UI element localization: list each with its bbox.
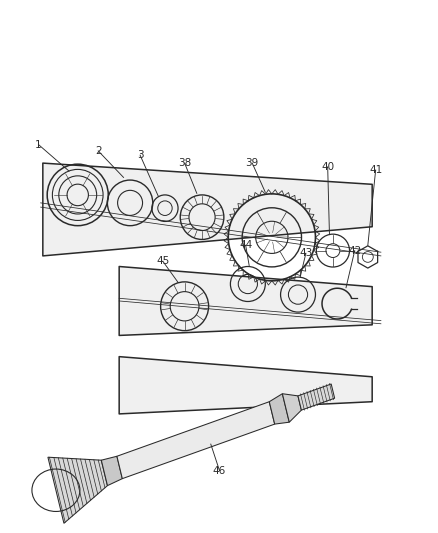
Text: 3: 3 [137,150,143,160]
Text: 39: 39 [245,158,258,168]
Polygon shape [297,384,334,410]
Text: 43: 43 [299,248,312,259]
Polygon shape [101,456,122,486]
Polygon shape [117,402,274,479]
Polygon shape [268,394,289,424]
Polygon shape [119,266,371,335]
Text: 2: 2 [95,146,101,156]
Polygon shape [119,357,371,414]
Text: 42: 42 [347,246,360,256]
Polygon shape [43,163,371,256]
Polygon shape [48,457,107,523]
Text: 41: 41 [368,165,381,175]
Text: 38: 38 [177,158,191,168]
Text: 45: 45 [156,256,169,266]
Polygon shape [282,394,301,422]
Text: 44: 44 [239,240,252,251]
Text: 1: 1 [35,140,42,150]
Text: 46: 46 [212,466,226,475]
Text: 40: 40 [320,162,333,172]
